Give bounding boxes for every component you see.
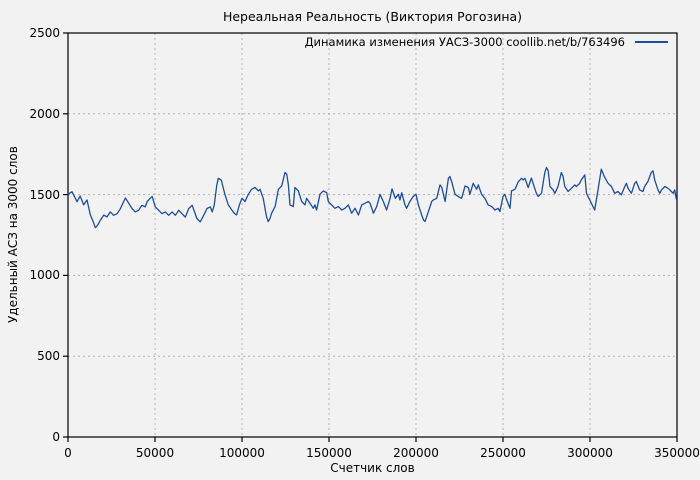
y-tick-label: 1500	[29, 187, 60, 202]
x-axis-label: Счетчик слов	[330, 461, 415, 475]
x-tick-label: 200000	[393, 446, 439, 460]
y-tick-label: 0	[52, 430, 60, 444]
x-tick-label: 150000	[306, 446, 352, 460]
x-tick-label: 50000	[135, 446, 175, 460]
y-tick-label: 1000	[29, 268, 60, 283]
chart-title: Нереальная Реальность (Виктория Рогозина…	[222, 9, 523, 24]
y-axis-label: Удельный АСЗ на 3000 слов	[6, 146, 20, 324]
legend: Динамика изменения УАСЗ-3000 coollib.net…	[305, 35, 668, 49]
x-tick-label: 300000	[567, 446, 613, 460]
x-tick-label: 250000	[480, 446, 526, 460]
y-tick-label: 500	[37, 349, 60, 364]
legend-line-swatch	[635, 41, 668, 43]
x-tick-label: 100000	[219, 446, 265, 460]
y-tick-label: 2500	[29, 26, 60, 40]
y-tick-label: 2000	[29, 106, 60, 121]
x-tick-label: 0	[64, 446, 72, 460]
x-tick-label: 350000	[654, 446, 700, 460]
legend-label: Динамика изменения УАСЗ-3000 coollib.net…	[304, 35, 625, 49]
